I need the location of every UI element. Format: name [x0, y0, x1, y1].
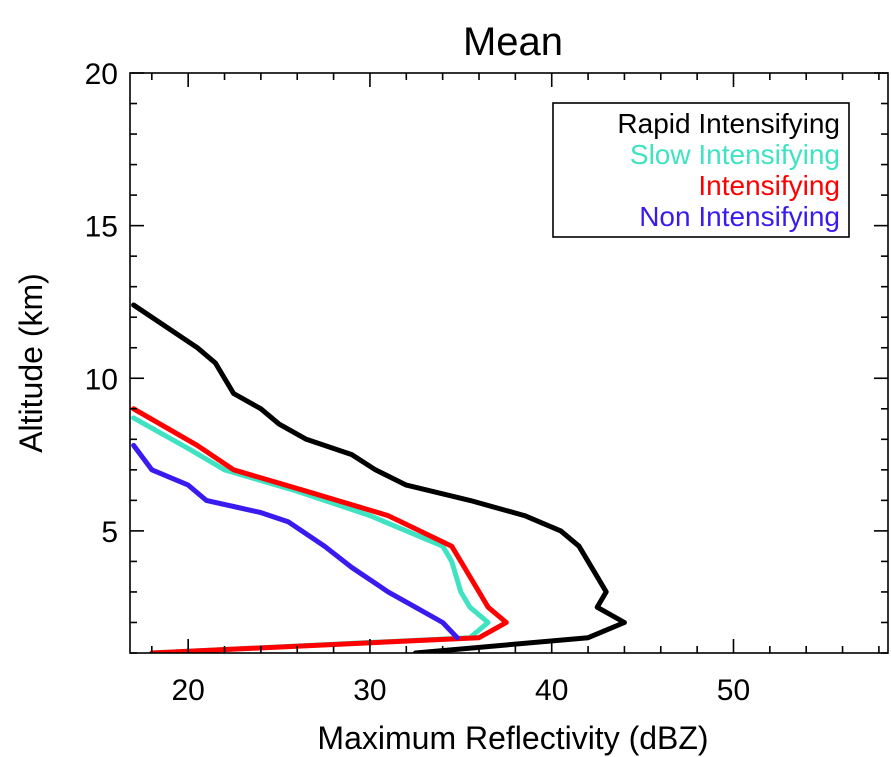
series-line-slow-intensifying: [131, 415, 491, 653]
x-tick-label: 50: [717, 674, 750, 707]
legend-entry-non-intensifying: Non Intensifying: [639, 201, 840, 232]
x-tick-label: 40: [535, 674, 568, 707]
series-line-intensifying: [131, 406, 509, 653]
series-line-rapid-intensifying: [131, 302, 627, 653]
series-layer: [131, 302, 627, 653]
series-line-non-intensifying: [131, 442, 460, 641]
legend-entry-slow-intensifying: Slow Intensifying: [630, 139, 840, 170]
legend-box: [552, 102, 850, 238]
chart-title: Mean: [463, 20, 563, 64]
x-axis-title: Maximum Reflectivity (dBZ): [317, 720, 708, 756]
ticks-layer: 20 30 40 50 5 10 15 20: [85, 58, 888, 707]
y-axis-title: Altitude (km): [13, 273, 49, 453]
y-tick-label: 15: [85, 211, 118, 244]
legend-entry-intensifying: Intensifying: [698, 170, 840, 201]
y-tick-label: 5: [101, 516, 118, 549]
y-tick-label: 20: [85, 58, 118, 91]
y-tick-label: 10: [85, 363, 118, 396]
x-tick-label: 20: [171, 674, 204, 707]
legend-entry-rapid-intensifying: Rapid Intensifying: [617, 108, 840, 139]
plot-frame: [129, 72, 889, 654]
x-tick-label: 30: [353, 674, 386, 707]
